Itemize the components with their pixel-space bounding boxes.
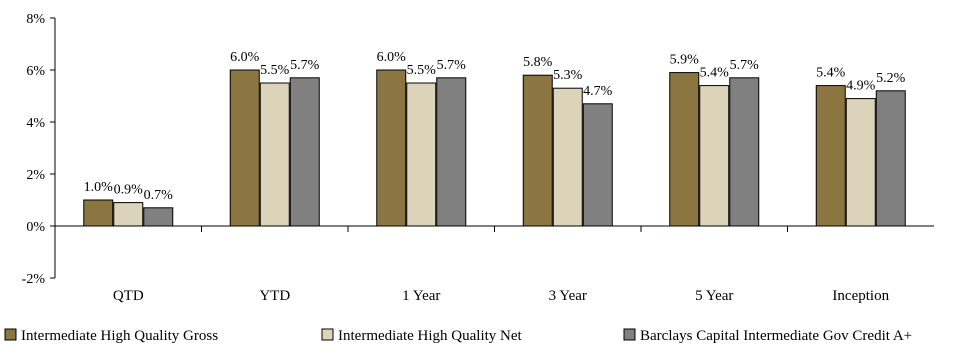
data-label: 5.7% (730, 58, 760, 73)
legend-swatch (623, 328, 636, 341)
data-label: 5.3% (553, 68, 583, 83)
bar (113, 202, 144, 227)
data-label: 5.5% (260, 63, 290, 78)
bar (669, 72, 700, 227)
data-label: 5.5% (407, 63, 437, 78)
data-label: 5.4% (700, 66, 730, 81)
bar (699, 85, 730, 227)
data-label: 5.4% (816, 66, 846, 81)
data-label: 0.9% (114, 183, 144, 198)
y-tick-label: 8% (26, 12, 45, 27)
legend-swatch (321, 328, 334, 341)
bar (406, 82, 437, 227)
bar (729, 77, 760, 227)
legend-label: Barclays Capital Intermediate Gov Credit… (640, 328, 912, 344)
bar (522, 74, 553, 227)
bar (83, 199, 114, 227)
data-label: 5.7% (290, 58, 320, 73)
data-label: 5.8% (523, 55, 553, 70)
data-label: 5.9% (670, 53, 700, 68)
y-tick-label: 6% (26, 64, 45, 79)
y-tick-label: -2% (22, 272, 46, 287)
data-label: 5.7% (437, 58, 467, 73)
bar (376, 69, 407, 227)
data-label-group: 1.0%6.0% 6.0% 5.8% 5.9%5.4%0.9%5.5% 5.5% 5.3%… (84, 50, 906, 203)
data-label: 6.0% (377, 50, 407, 65)
data-label: 5.2% (876, 71, 906, 86)
bar (229, 69, 260, 227)
legend: Intermediate High Quality Gross Intermedi… (4, 328, 912, 344)
data-label: 4.9% (846, 79, 876, 94)
data-label: 4.7% (583, 84, 613, 99)
x-tick-label: 5 Year (695, 288, 733, 304)
bar (582, 103, 613, 227)
x-tick-label: YTD (259, 288, 290, 304)
y-tick-label: 2% (26, 168, 45, 183)
legend-label: Intermediate High Quality Gross (21, 328, 218, 344)
y-tick-label: 4% (26, 116, 45, 131)
x-tick-label: QTD (113, 288, 144, 304)
bar (436, 77, 467, 227)
x-tick-label: Inception (832, 288, 889, 304)
x-tick-label: 3 Year (549, 288, 587, 304)
bar (552, 87, 583, 227)
x-tick-label: 1 Year (402, 288, 440, 304)
data-label: 1.0% (84, 180, 114, 195)
bar (289, 77, 320, 227)
y-tick-label: 0% (26, 220, 45, 235)
bar-series-group (83, 69, 906, 227)
data-label: 6.0% (230, 50, 260, 65)
chart-axes: -2% 0% 2% 4% 6% 8% QTD YTD 1 Year 3 Year 5 Year Inc… (22, 12, 934, 304)
bar (259, 82, 290, 227)
legend-label: Intermediate High Quality Net (338, 328, 523, 344)
bar (143, 207, 174, 227)
bar (815, 85, 846, 227)
legend-swatch (4, 328, 17, 341)
data-label: 0.7% (144, 188, 174, 203)
bar (875, 90, 906, 227)
bar (845, 98, 876, 227)
